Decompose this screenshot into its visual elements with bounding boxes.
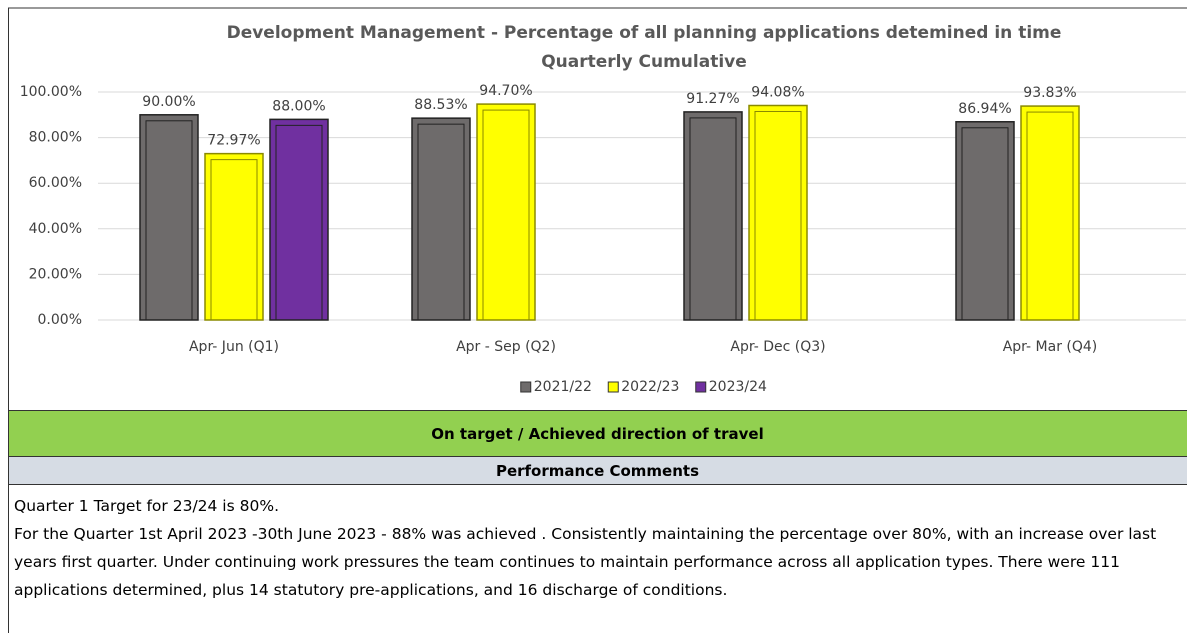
bar xyxy=(955,121,1015,321)
data-label: 88.00% xyxy=(272,98,325,114)
bar xyxy=(411,117,471,321)
x-tick-label: Apr- Jun (Q1) xyxy=(189,339,279,355)
legend-swatch xyxy=(695,381,707,393)
y-tick-label: 80.00% xyxy=(29,130,82,146)
y-tick-label: 60.00% xyxy=(29,175,82,191)
data-label: 90.00% xyxy=(142,94,195,110)
data-label: 72.97% xyxy=(207,133,260,149)
y-tick-label: 20.00% xyxy=(29,266,82,282)
data-label: 94.08% xyxy=(751,84,804,100)
y-tick-label: 40.00% xyxy=(29,221,82,237)
data-label: 91.27% xyxy=(686,91,739,107)
data-label: 94.70% xyxy=(479,83,532,99)
bar xyxy=(139,114,199,321)
bar-bevel xyxy=(145,120,193,321)
chart: Development Management - Percentage of a… xyxy=(8,7,1187,395)
data-label: 86.94% xyxy=(958,101,1011,117)
status-banner: On target / Achieved direction of travel xyxy=(8,410,1187,456)
legend-label: 2021/22 xyxy=(534,379,592,395)
legend-label: 2022/23 xyxy=(621,379,679,395)
bar-bevel xyxy=(210,159,258,321)
comments: Quarter 1 Target for 23/24 is 80%. For t… xyxy=(14,492,1184,604)
comment-paragraph: For the Quarter 1st April 2023 -30th Jun… xyxy=(14,525,1157,599)
x-tick-label: Apr- Dec (Q3) xyxy=(730,339,825,355)
data-label: 88.53% xyxy=(414,97,467,113)
bar xyxy=(748,104,808,321)
y-tick-label: 0.00% xyxy=(38,312,82,328)
legend-label: 2023/24 xyxy=(709,379,767,395)
data-label: 93.83% xyxy=(1023,85,1076,101)
bar-bevel xyxy=(482,109,530,321)
bar-bevel xyxy=(961,127,1009,321)
x-tick-label: Apr - Sep (Q2) xyxy=(456,339,556,355)
bar xyxy=(683,111,743,321)
frame-left xyxy=(8,8,9,633)
x-tick-label: Apr- Mar (Q4) xyxy=(1003,339,1098,355)
bar-bevel xyxy=(417,123,465,321)
legend-swatch xyxy=(520,381,532,393)
bar xyxy=(269,118,329,321)
bar xyxy=(1020,105,1080,321)
comment-line: Quarter 1 Target for 23/24 is 80%. xyxy=(14,497,279,515)
bar-bevel xyxy=(1026,111,1074,321)
legend-swatch xyxy=(607,381,619,393)
comments-heading: Performance Comments xyxy=(8,456,1187,485)
bar xyxy=(476,103,536,321)
bar-bevel xyxy=(754,110,802,321)
chart-title: Development Management - Percentage of a… xyxy=(227,23,1062,43)
bar-bevel xyxy=(689,117,737,321)
chart-subtitle: Quarterly Cumulative xyxy=(541,52,747,72)
bar-bevel xyxy=(275,124,323,321)
bar xyxy=(204,152,264,321)
y-tick-label: 100.00% xyxy=(20,84,82,100)
